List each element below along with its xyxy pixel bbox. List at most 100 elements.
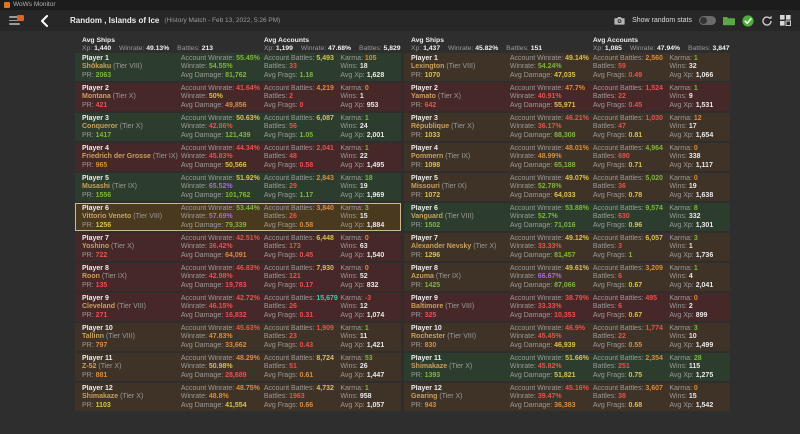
stat-karma: 1	[364, 144, 369, 152]
stat-account-battles: 2,560	[645, 54, 663, 62]
stat-account-winrate: 48.29%	[236, 354, 260, 362]
player-row[interactable]: Player 2 Montana (Tier X) PR: 421 Accoun…	[75, 83, 401, 111]
ship-name: Shimakaze	[82, 393, 119, 401]
stat-wins: 958	[359, 393, 372, 401]
stat-account-winrate: 49.07%	[565, 174, 589, 182]
team-panel-enemy: Avg Ships Xp: 1,437 Winrate: 45.82% Batt…	[404, 35, 730, 413]
player-row[interactable]: Player 7 Yoshino (Tier X) PR: 722 Accoun…	[75, 233, 401, 261]
player-row[interactable]: Player 5 Missouri (Tier IX) PR: 1072 Acc…	[404, 173, 730, 201]
player-name: Player 1	[411, 54, 438, 62]
stat-avg-xp: 1,301	[695, 221, 714, 229]
player-row[interactable]: Player 5 Musashi (Tier IX) PR: 1556 Acco…	[75, 173, 401, 201]
stat-avg-damage: 55,971	[554, 101, 576, 109]
check-circle-icon[interactable]	[742, 14, 754, 27]
player-row[interactable]: Player 10 Rochester (Tier VIII) PR: 830 …	[404, 323, 730, 351]
stat-avg-damage: 64,091	[225, 251, 247, 259]
stat-avg-frags: 0.67	[628, 281, 643, 289]
player-name: Player 8	[411, 264, 438, 272]
player-name: Player 7	[82, 234, 109, 242]
show-random-stats-toggle[interactable]	[699, 16, 716, 25]
stat-ship-battles: 38	[618, 393, 626, 401]
stat-ship-winrate: 65.52%	[208, 183, 233, 191]
stat-wins: 19	[688, 183, 697, 191]
stat-wins: 52	[359, 273, 368, 281]
player-row[interactable]: Player 3 République (Tier X) PR: 1033 Ac…	[404, 113, 730, 141]
grid-icon[interactable]	[780, 15, 791, 26]
player-name: Player 10	[82, 324, 113, 332]
stat-account-battles: 2,041	[316, 144, 334, 152]
ship-name: Gearing	[411, 393, 438, 401]
player-row[interactable]: Player 9 Baltimore (Tier VIII) PR: 325 A…	[404, 293, 730, 321]
stat-account-winrate: 51.92%	[236, 174, 260, 182]
stat-ship-battles: 3	[618, 243, 623, 251]
stat-account-winrate: 49.12%	[565, 234, 589, 242]
player-row[interactable]: Player 8 Azuma (Tier IX) PR: 1425 Accoun…	[404, 263, 730, 291]
stat-account-battles: 6,057	[645, 234, 663, 242]
stat-avg-frags: 0.43	[299, 341, 314, 349]
player-row[interactable]: Player 9 Cleveland (Tier VIII) PR: 271 A…	[75, 293, 401, 321]
player-name: Player 12	[82, 384, 113, 392]
stat-account-winrate: 51.66%	[565, 354, 589, 362]
stat-account-winrate: 53.88%	[565, 204, 589, 212]
avg-ships-battles: 151	[530, 45, 543, 52]
player-row[interactable]: Player 1 Lexington (Tier VIII) PR: 1070 …	[404, 53, 730, 81]
player-name: Player 2	[82, 84, 109, 92]
stat-pr: 1296	[424, 251, 441, 259]
stat-ship-winrate: 45.82%	[537, 363, 562, 371]
avg-accounts-battles: 3,847	[712, 45, 730, 52]
stat-avg-xp: 1,066	[695, 71, 714, 79]
stat-pr: 1425	[424, 281, 441, 289]
stat-wins: 10	[688, 333, 697, 341]
player-row[interactable]: Player 12 Gearing (Tier X) PR: 943 Accou…	[404, 383, 730, 411]
stat-ship-winrate: 48.99%	[537, 153, 562, 161]
player-row[interactable]: Player 7 Alexander Nevsky (Tier X) PR: 1…	[404, 233, 730, 261]
stat-karma: 1	[364, 114, 369, 122]
player-row[interactable]: Player 10 Tallinn (Tier VIII) PR: 797 Ac…	[75, 323, 401, 351]
stat-avg-frags: 0.31	[299, 311, 314, 319]
stat-avg-frags: 0.58	[299, 221, 314, 229]
player-row[interactable]: Player 6 Vittorio Veneto (Tier VIII) PR:…	[75, 203, 401, 231]
ship-name: Cleveland	[82, 303, 116, 311]
ship-tier: (Tier VIII)	[113, 63, 143, 71]
player-row[interactable]: Player 4 Friedrich der Grosse (Tier IX) …	[75, 143, 401, 171]
player-row[interactable]: Player 6 Vanguard (Tier VIII) PR: 1502 A…	[404, 203, 730, 231]
stat-ship-winrate: 52.7%	[537, 213, 558, 221]
ship-tier: (Tier VIII)	[106, 333, 135, 341]
stat-account-winrate: 42.51%	[236, 234, 260, 242]
stat-ship-winrate: 48.8%	[208, 393, 229, 401]
refresh-icon[interactable]	[761, 15, 773, 27]
stat-ship-battles: 26	[289, 303, 297, 311]
player-name: Player 11	[411, 354, 442, 362]
player-row[interactable]: Player 3 Conqueror (Tier X) PR: 1417 Acc…	[75, 113, 401, 141]
back-icon[interactable]	[40, 14, 48, 27]
app-logo-icon	[4, 2, 10, 8]
player-row[interactable]: Player 11 Z-52 (Tier X) PR: 881 Account …	[75, 353, 401, 381]
stat-karma: -3	[364, 294, 372, 302]
stat-avg-xp: 1,057	[366, 401, 385, 409]
stat-avg-xp: 2,041	[695, 281, 714, 289]
stat-ship-battles: 33	[289, 63, 297, 71]
stat-account-winrate: 49.14%	[565, 54, 589, 62]
window-titlebar: WoWs Monitor	[0, 0, 800, 10]
stat-pr: 722	[95, 251, 108, 259]
stat-account-battles: 2,354	[645, 354, 663, 362]
stat-ship-winrate: 47.83%	[208, 333, 233, 341]
player-row[interactable]: Player 1 Shōkaku (Tier VIII) PR: 2063 Ac…	[75, 53, 401, 81]
player-row[interactable]: Player 8 Roon (Tier IX) PR: 135 Account …	[75, 263, 401, 291]
stat-karma: 1	[693, 54, 698, 62]
player-row[interactable]: Player 12 Shimakaze (Tier X) PR: 1103 Ac…	[75, 383, 401, 411]
stat-account-battles: 7,930	[316, 264, 334, 272]
stat-karma: 0	[693, 384, 698, 392]
team-panel-ally: Avg Ships Xp: 1,440 Winrate: 49.13% Batt…	[75, 35, 401, 413]
stat-karma: 18	[364, 174, 373, 182]
folder-icon[interactable]	[723, 16, 735, 26]
stat-pr: 1033	[424, 131, 441, 139]
stat-account-battles: 1,909	[316, 324, 334, 332]
player-row[interactable]: Player 2 Yamato (Tier X) PR: 642 Account…	[404, 83, 730, 111]
player-row[interactable]: Player 11 Shimakaze (Tier X) PR: 1393 Ac…	[404, 353, 730, 381]
camera-icon[interactable]	[614, 16, 625, 25]
player-row[interactable]: Player 4 Pommern (Tier IX) PR: 1098 Acco…	[404, 143, 730, 171]
menu-icon[interactable]	[9, 15, 24, 26]
stat-avg-damage: 64,033	[554, 191, 576, 199]
stat-wins: 4	[688, 273, 693, 281]
